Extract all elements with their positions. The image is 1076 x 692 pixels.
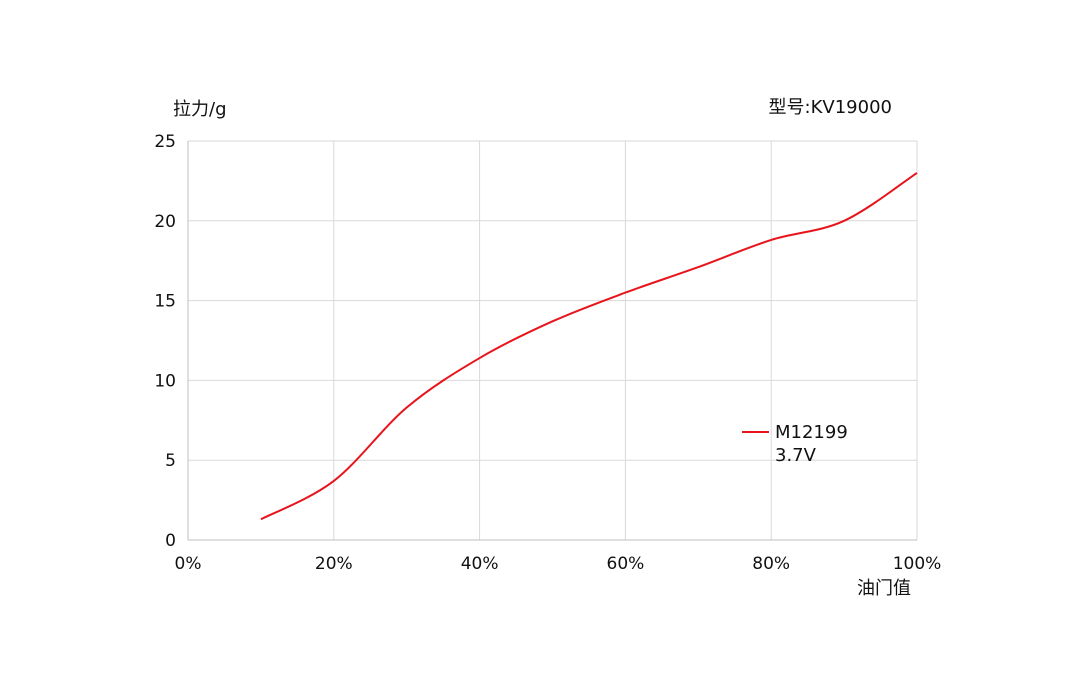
y-tick-label: 20 <box>154 212 176 232</box>
y-tick-label: 5 <box>165 451 176 471</box>
legend: M12199 3.7V <box>742 422 848 466</box>
x-tick-label: 60% <box>607 554 645 574</box>
series-line-m12199 <box>260 172 918 521</box>
x-tick-label: 100% <box>893 554 942 574</box>
grid-lines <box>188 140 918 540</box>
x-tick-label: 80% <box>752 554 790 574</box>
legend-series-voltage: 3.7V <box>775 445 817 466</box>
x-tick-label: 20% <box>315 554 353 574</box>
y-tick-label: 10 <box>154 371 176 391</box>
series-lines <box>260 172 918 521</box>
model-label: 型号:KV19000 <box>769 97 892 118</box>
y-tick-label: 25 <box>154 132 176 152</box>
tick-labels: 0 5 10 15 20 25 0% 20% 40% 60% 80% 100% <box>154 132 941 574</box>
x-axis-label: 油门值 <box>857 578 911 599</box>
y-tick-label: 15 <box>154 292 176 312</box>
y-axis-label: 拉力/g <box>173 99 227 120</box>
y-tick-label: 0 <box>165 531 176 551</box>
x-tick-label: 0% <box>175 554 202 574</box>
x-tick-label: 40% <box>461 554 499 574</box>
axes <box>187 141 917 541</box>
legend-series-name: M12199 <box>775 422 848 443</box>
